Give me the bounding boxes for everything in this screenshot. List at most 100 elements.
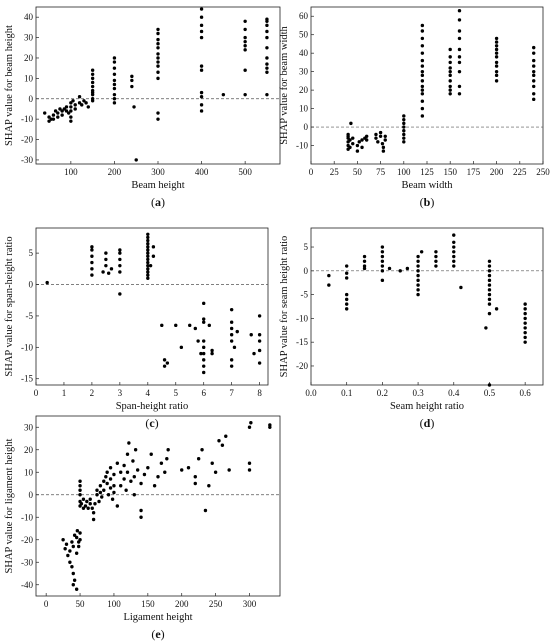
data-point: [104, 251, 108, 255]
y-axis-title: SHAP value for beam width: [279, 25, 290, 144]
data-point: [523, 326, 527, 330]
data-point: [125, 452, 130, 456]
data-point: [118, 251, 122, 255]
data-point: [494, 47, 499, 52]
data-point: [146, 238, 150, 243]
data-point: [229, 364, 234, 368]
y-tick-label: 30: [299, 67, 309, 77]
data-point: [487, 292, 492, 297]
data-point: [100, 495, 104, 499]
data-point: [112, 484, 116, 488]
data-point: [387, 266, 392, 271]
data-point: [146, 276, 150, 280]
data-point: [229, 358, 234, 362]
data-point: [102, 479, 106, 483]
y-tick-label: -20: [21, 535, 33, 545]
data-point: [523, 307, 527, 311]
data-point: [348, 145, 352, 150]
y-tick-label: 30: [24, 33, 34, 43]
data-point: [364, 134, 369, 138]
data-point: [247, 425, 252, 429]
data-point: [78, 488, 82, 492]
data-point: [362, 254, 367, 259]
data-point: [243, 92, 247, 97]
data-point: [199, 7, 204, 11]
data-point: [532, 97, 536, 102]
data-point: [90, 248, 94, 252]
data-point: [139, 515, 143, 519]
data-point: [71, 544, 75, 549]
data-point: [156, 37, 160, 42]
data-point: [112, 490, 116, 495]
data-point: [146, 254, 150, 258]
data-point: [243, 27, 247, 32]
data-point: [257, 314, 262, 318]
data-point: [78, 479, 82, 483]
data-point: [420, 84, 425, 89]
data-point: [265, 62, 269, 66]
data-point: [199, 95, 204, 99]
data-point: [229, 320, 234, 324]
data-point: [90, 84, 95, 89]
y-axis-title: SHAP value for span-height ratio: [4, 236, 15, 376]
data-point: [146, 273, 150, 277]
data-point: [374, 136, 378, 140]
data-point: [146, 260, 150, 265]
data-point: [91, 511, 96, 515]
data-point: [90, 260, 94, 265]
data-point: [265, 19, 269, 23]
y-tick-label: 60: [299, 11, 309, 21]
data-point: [77, 95, 82, 99]
y-tick-label: 0: [304, 266, 309, 276]
data-point: [75, 529, 80, 533]
data-point: [112, 56, 117, 60]
data-point: [380, 141, 385, 146]
data-point: [349, 121, 353, 126]
data-point: [146, 466, 150, 470]
data-point: [81, 497, 86, 501]
y-tick-label: 0: [29, 490, 34, 500]
data-point: [487, 264, 492, 268]
data-point: [112, 60, 117, 64]
x-axis-title: Span-height ratio: [116, 401, 189, 412]
data-point: [420, 44, 425, 48]
x-axis-title: Seam height ratio: [390, 401, 464, 412]
data-point: [108, 477, 113, 481]
x-tick-label: 50: [76, 599, 86, 609]
data-point: [156, 31, 160, 36]
data-point: [257, 361, 262, 365]
data-point: [74, 551, 79, 555]
data-point: [207, 484, 211, 488]
data-point: [265, 92, 269, 97]
data-point: [448, 73, 452, 78]
data-point: [102, 488, 106, 492]
data-point: [402, 129, 406, 133]
data-point: [202, 364, 206, 368]
data-point: [98, 490, 103, 495]
data-point: [523, 321, 527, 325]
data-point: [130, 78, 134, 83]
data-point: [494, 307, 499, 311]
data-point: [88, 497, 92, 501]
y-tick-label: -5: [26, 311, 34, 321]
data-point: [487, 269, 492, 273]
data-point: [243, 19, 247, 23]
data-point: [229, 326, 234, 331]
panel-label: (b): [420, 195, 435, 209]
panel-label: (d): [420, 416, 435, 430]
data-point: [229, 307, 234, 312]
data-point: [457, 92, 462, 96]
data-point: [420, 79, 425, 83]
data-point: [224, 434, 228, 438]
data-point: [90, 80, 95, 85]
y-tick-label: 5: [29, 248, 34, 258]
data-point: [416, 273, 420, 278]
data-point: [532, 45, 536, 50]
data-point: [112, 97, 117, 101]
data-point: [420, 69, 425, 74]
data-point: [402, 136, 406, 140]
data-point: [90, 68, 95, 72]
data-point: [459, 285, 463, 290]
data-point: [265, 35, 269, 40]
data-point: [146, 267, 150, 271]
